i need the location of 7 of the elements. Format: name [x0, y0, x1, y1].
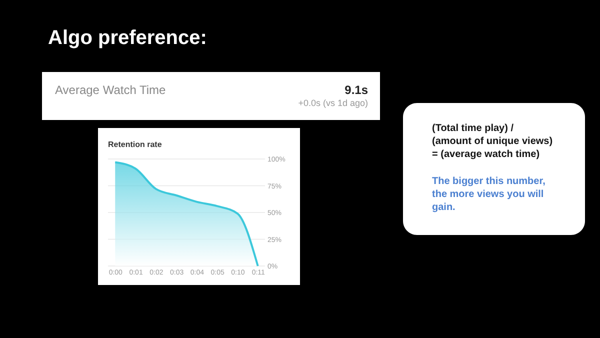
text: The bigger this number, the more views you will gain.	[432, 176, 546, 213]
text: 9.1s	[344, 83, 368, 97]
text: (Total time play) / (amount of unique views) = (average watch time)	[432, 123, 553, 160]
text: Algo preference:	[48, 27, 207, 49]
text: Average Watch Time	[55, 83, 166, 97]
text: +0.0s (vs 1d ago)	[298, 98, 368, 108]
chart-title: Retention rate	[108, 140, 162, 149]
